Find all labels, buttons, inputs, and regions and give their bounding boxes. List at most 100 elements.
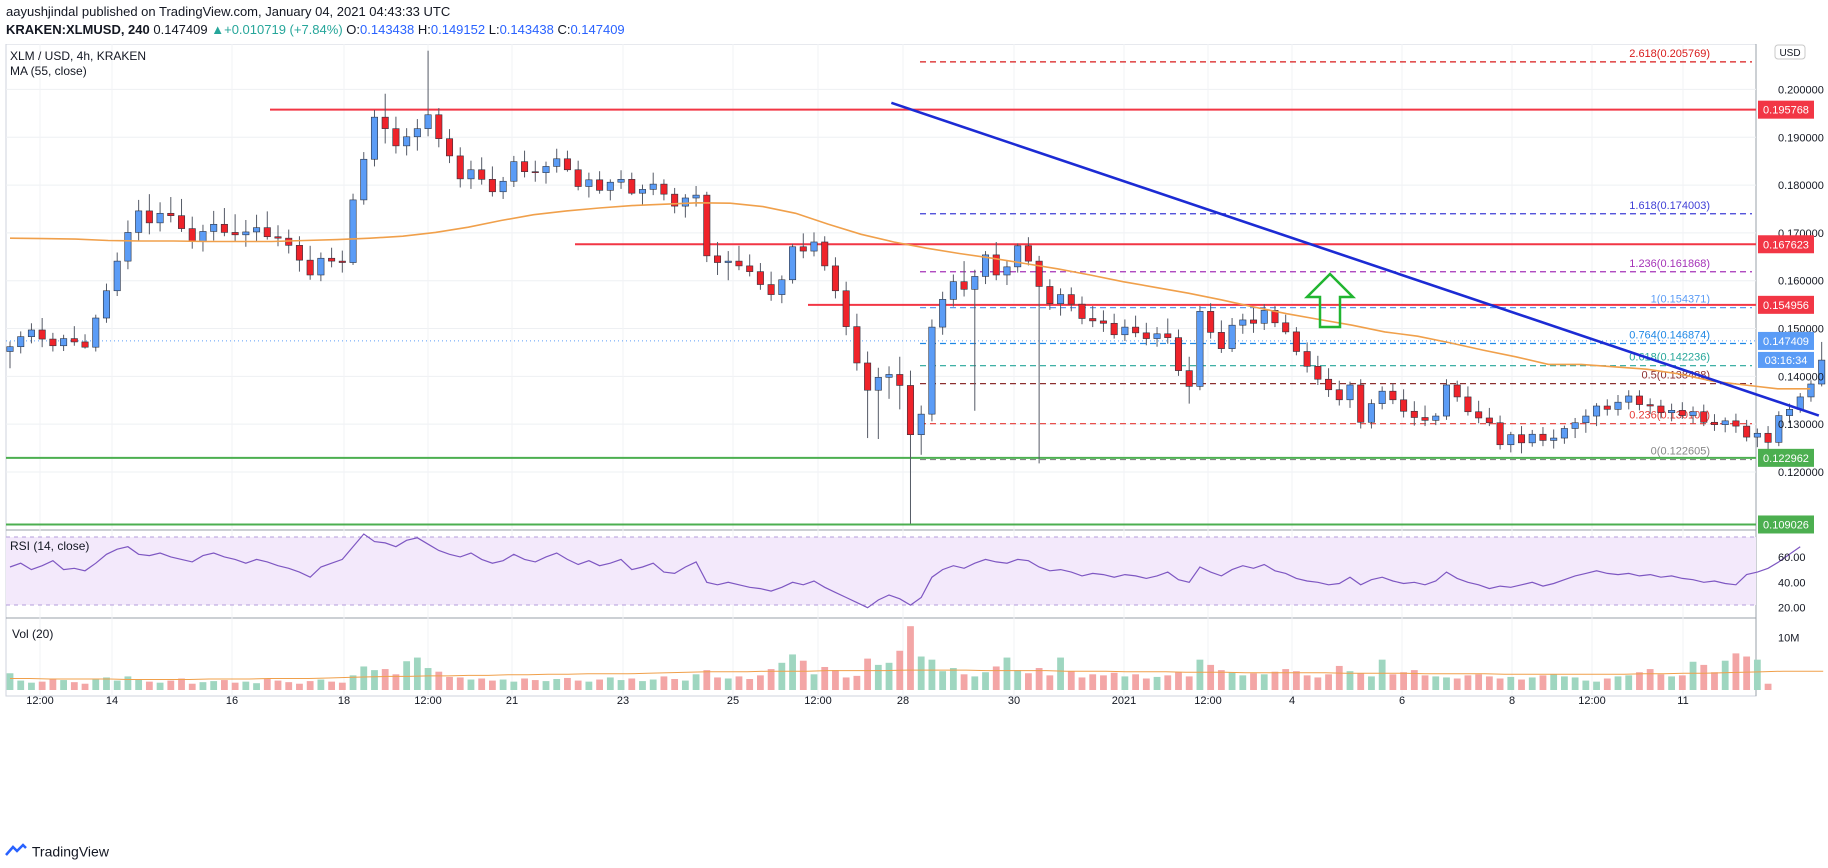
candle-body: [253, 227, 261, 233]
candle-body: [17, 336, 25, 348]
volume-bar: [757, 675, 764, 690]
candle-body: [628, 179, 636, 194]
price-tick-label: 0.140000: [1778, 371, 1824, 383]
candle-body: [70, 338, 78, 343]
price-tick-label: 0.120000: [1778, 467, 1824, 479]
candle-body: [1668, 410, 1676, 414]
candle-body: [328, 257, 336, 262]
rsi-indicator-label[interactable]: RSI (14, close): [10, 539, 89, 553]
volume-tick-label: 10M: [1778, 633, 1799, 645]
rsi-line: [9, 533, 1801, 609]
candle-body: [478, 169, 486, 180]
candle-body: [1475, 411, 1483, 419]
price-chart[interactable]: 2.618(0.205769) 1.618(0.174003) 1.236(0.16…: [0, 44, 1828, 840]
volume-bar: [1689, 661, 1697, 690]
volume-bar: [489, 680, 496, 690]
volume-bar: [1753, 659, 1761, 690]
volume-bar: [1518, 679, 1525, 690]
volume-bar: [1496, 678, 1504, 690]
candle-body: [145, 210, 153, 224]
candle-body: [1174, 337, 1182, 371]
volume-bar: [1003, 657, 1011, 690]
candle-body: [1807, 383, 1815, 398]
candle-body: [1185, 370, 1193, 387]
breakout-up-arrow-icon: [1303, 272, 1357, 329]
candle-body: [403, 136, 411, 147]
volume-bar: [982, 672, 989, 690]
countdown-badge: [1758, 351, 1814, 368]
volume-bar: [231, 682, 239, 690]
currency-badge[interactable]: [1774, 44, 1806, 60]
volume-bar: [199, 682, 207, 690]
candle-body: [1593, 405, 1601, 417]
candle-body: [1614, 401, 1622, 410]
candle-body: [842, 290, 850, 327]
volume-bar: [939, 671, 947, 690]
volume-bar: [274, 680, 282, 690]
candle-body: [6, 346, 14, 352]
volume-bar: [917, 656, 925, 690]
up-arrow-icon: ▲: [211, 22, 225, 37]
volume-bar: [521, 678, 528, 690]
volume-bar: [28, 682, 35, 690]
volume-bar: [1207, 664, 1215, 690]
level-price-label: 0.167623: [1763, 239, 1809, 251]
candle-body: [1357, 384, 1365, 423]
candle-body: [1196, 311, 1204, 387]
author-name[interactable]: aayushjindal: [6, 4, 79, 19]
volume-bar: [735, 676, 743, 690]
volume-bar: [992, 666, 1000, 690]
candle-body: [1635, 395, 1643, 405]
candle-body: [1550, 437, 1558, 441]
chart-title: XLM / USD, 4h, KRAKEN: [10, 49, 146, 63]
candle-body: [1518, 434, 1526, 444]
candle-body: [1089, 318, 1097, 322]
candle-body: [1603, 405, 1611, 410]
volume-bar: [596, 679, 603, 690]
volume-indicator-label[interactable]: Vol (20): [12, 627, 53, 641]
volume-bar: [1732, 653, 1740, 690]
volume-bar: [810, 674, 818, 690]
time-tick-label: 12:00: [1578, 695, 1606, 707]
candle-body: [1507, 434, 1515, 446]
candle-body: [467, 169, 475, 180]
volume-bar: [1561, 676, 1568, 690]
volume-bar: [660, 676, 668, 690]
volume-bar: [1700, 664, 1708, 690]
volume-bar: [885, 662, 893, 690]
candle-body: [1142, 332, 1150, 339]
candle-body: [853, 326, 861, 364]
candle-body: [199, 231, 207, 242]
volume-bar: [403, 661, 411, 690]
candle-body: [789, 246, 797, 281]
volume-bar: [1196, 659, 1204, 690]
candle-body: [1367, 403, 1375, 423]
candle-body: [1571, 422, 1579, 429]
candle-body: [799, 246, 807, 252]
candle-body: [1207, 311, 1215, 333]
ma-indicator-label[interactable]: MA (55, close): [10, 64, 87, 78]
candle-body: [531, 171, 539, 173]
time-tick-label: 12:00: [26, 695, 54, 707]
volume-bar: [1335, 665, 1343, 690]
volume-bar: [574, 680, 582, 690]
candle-body: [1539, 433, 1547, 441]
volume-bar: [1593, 681, 1600, 690]
fib-level-label: 0.764(0.146874): [1629, 329, 1710, 341]
volume-bar: [135, 679, 143, 690]
volume-bar: [338, 682, 346, 690]
volume-bar: [413, 657, 421, 690]
volume-bar: [81, 683, 89, 690]
candle-body: [735, 260, 743, 267]
candle-body: [1314, 366, 1322, 380]
volume-bar: [746, 679, 754, 690]
symbol-label[interactable]: KRAKEN:XLMUSD, 240: [6, 22, 150, 37]
tradingview-logo[interactable]: TradingView: [4, 842, 109, 864]
candle-body: [1282, 322, 1290, 333]
candle-body: [167, 212, 175, 216]
high-value: 0.149152: [430, 22, 486, 37]
candle-body: [1003, 266, 1011, 276]
candle-body: [1743, 425, 1751, 438]
volume-bar: [467, 679, 475, 690]
volume-bar: [1067, 671, 1075, 690]
